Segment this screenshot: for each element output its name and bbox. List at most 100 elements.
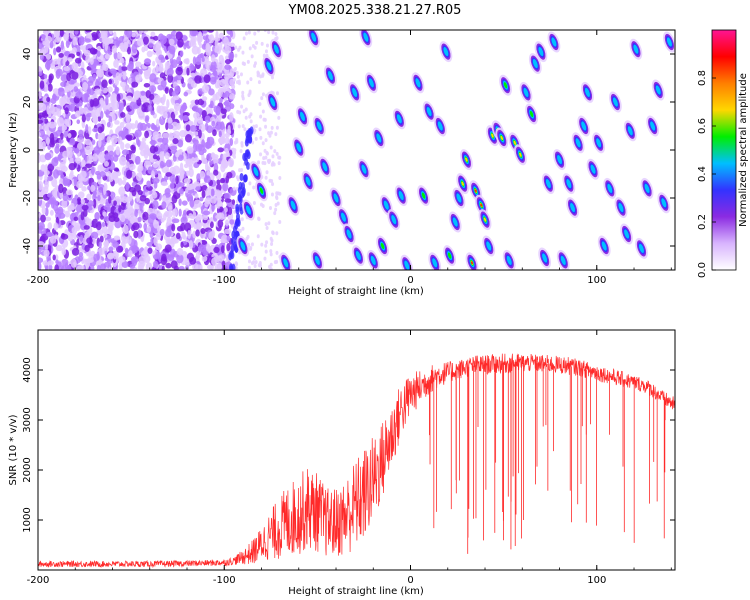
spectrogram-feature — [342, 223, 356, 245]
colorbar-gradient — [711, 29, 737, 271]
spectrogram-feature — [372, 127, 386, 149]
spectrogram-feature — [663, 31, 675, 53]
spectrogram-feature — [534, 41, 548, 63]
spectrogram-feature — [249, 161, 263, 183]
spectrogram-feature — [478, 209, 492, 231]
spectrogram-feature — [359, 30, 373, 48]
spectrogram-feature — [351, 245, 365, 267]
spectrogram-feature — [556, 249, 570, 270]
spectrogram-feature — [547, 31, 561, 53]
spectrogram-feature — [519, 81, 533, 103]
colorbar-tick-label: 0.8 — [697, 70, 708, 86]
spectrogram-feature — [623, 120, 637, 142]
spectrogram-ytick-label: -20 — [22, 190, 33, 206]
spectrogram-feature — [581, 81, 594, 103]
spectrogram-feature — [262, 55, 276, 77]
snr-ytick-label: 2000 — [22, 457, 33, 482]
spectrogram-feature — [452, 187, 466, 209]
snr-series-line — [38, 353, 675, 569]
spectrogram-feature — [296, 105, 309, 127]
spectrogram-ytick-label: 40 — [22, 48, 33, 61]
spectrogram-feature — [499, 74, 512, 96]
spectrogram-feature — [255, 180, 268, 202]
snr-xtick-label: 100 — [587, 575, 606, 586]
spectrogram-feature — [603, 177, 617, 199]
snr-xtick-label: -100 — [213, 575, 236, 586]
spectrogram-feature — [387, 209, 401, 231]
colorbar-tick-label: 0.6 — [697, 118, 708, 134]
spectrogram-feature — [357, 158, 371, 180]
snr-ylabel: SNR (10 * v/v) — [8, 414, 19, 485]
snr-xtick-label: -200 — [27, 575, 50, 586]
spectrogram-feature — [392, 108, 406, 130]
colorbar-tick-label: 0.4 — [697, 166, 708, 182]
spectrogram-feature — [562, 173, 576, 195]
colorbar: 0.0 0.2 0.4 0.6 0.8 Normalized spectral ampl… — [697, 29, 749, 278]
spectrogram-xtick-label: 0 — [407, 275, 413, 286]
spectrogram-feature — [465, 252, 479, 270]
spectrogram-noise-speckle — [38, 30, 282, 270]
spectrogram-feature — [614, 197, 628, 219]
spectrogram-feature — [525, 103, 538, 125]
snr-panel: -200 -100 0 100 1000 2000 3000 4000 Height of s… — [8, 329, 676, 597]
spectrogram-ytick-label: -40 — [22, 238, 33, 254]
spectrogram-feature — [456, 173, 470, 195]
snr-ytick-label: 4000 — [22, 357, 33, 382]
spectrogram-feature — [312, 115, 326, 137]
spectrogram-feature — [620, 223, 633, 245]
spectrogram-feature — [394, 185, 408, 207]
spectrogram-feature — [502, 249, 516, 270]
spectrogram-feature — [609, 91, 622, 113]
spectrogram-feature — [459, 149, 473, 171]
spectrogram-feature — [366, 249, 380, 270]
spectrogram-feature — [242, 199, 255, 221]
spectrogram-feature — [279, 252, 293, 270]
spectrogram-feature — [301, 170, 315, 192]
spectrogram-feature — [571, 132, 585, 154]
spectrogram-feature — [417, 185, 430, 207]
spectrogram-feature — [566, 197, 579, 219]
spectrogram-feature — [324, 65, 337, 87]
spectrogram-feature — [629, 38, 643, 60]
spectrogram-feature — [443, 245, 457, 267]
spectrogram-feature — [348, 81, 362, 103]
spectrogram-feature — [439, 41, 453, 63]
spectrogram-feature — [640, 177, 654, 199]
spectrogram-feature — [236, 235, 250, 257]
spectrogram-ylabel: Frequency (Hz) — [8, 112, 19, 188]
colorbar-tick-label: 0.0 — [697, 262, 708, 278]
spectrogram-feature — [541, 173, 555, 195]
spectrogram-feature — [376, 235, 389, 257]
spectrogram-feature — [553, 149, 566, 171]
spectrogram-ytick-label: 0 — [22, 147, 33, 153]
spectrogram-feature — [448, 211, 462, 233]
spectrogram-feature — [538, 247, 552, 269]
spectrogram-feature — [651, 79, 665, 101]
spectrogram-feature — [597, 235, 611, 257]
snr-xtick-label: 0 — [407, 575, 413, 586]
spectrogram-feature — [514, 144, 527, 166]
spectrogram-feature — [577, 115, 591, 137]
spectrogram-feature — [307, 30, 321, 48]
spectrogram-xtick-label: -200 — [27, 275, 50, 286]
spectrogram-feature — [411, 72, 425, 94]
spectrogram-feature — [428, 252, 442, 270]
spectrogram-feature — [266, 91, 280, 113]
spectrogram-feature — [270, 38, 283, 60]
spectrogram-feature — [592, 132, 606, 154]
spectrogram-xlabel: Height of straight line (km) — [288, 286, 424, 297]
snr-ytick-label: 1000 — [22, 507, 33, 532]
spectrogram-feature — [482, 235, 496, 257]
spectrogram-image — [38, 30, 675, 270]
spectrogram-feature — [657, 192, 671, 214]
spectrogram-xtick-label: -100 — [213, 275, 236, 286]
figure-title: YM08.2025.338.21.27.R05 — [288, 3, 462, 18]
spectrogram-ytick-label: 20 — [22, 96, 33, 109]
spectrogram-feature — [329, 187, 343, 209]
spectrogram-feature — [474, 194, 488, 216]
spectrogram-feature — [422, 101, 436, 123]
spectrogram-feature — [310, 249, 324, 270]
spectrogram-feature — [337, 206, 350, 228]
